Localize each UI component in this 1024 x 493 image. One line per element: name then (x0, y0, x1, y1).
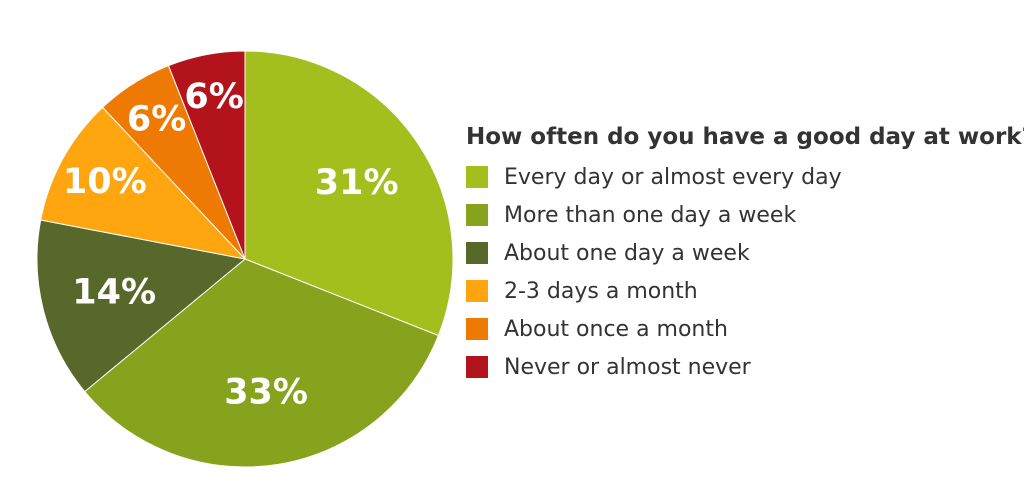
pie-slice-label-2: 33% (224, 372, 308, 412)
pie-slice-1 (244, 50, 454, 337)
legend-title: How often do you have a good day at work… (466, 124, 1024, 150)
legend-item-3: About one day a week (466, 234, 1014, 272)
pie-slice-2 (84, 258, 440, 468)
pie-slice-4 (40, 106, 247, 260)
legend-label: 2-3 days a month (504, 278, 698, 304)
legend-swatch (466, 318, 488, 340)
legend-swatch (466, 242, 488, 264)
legend-swatch (466, 204, 488, 226)
legend: How often do you have a good day at work… (466, 120, 1024, 386)
pie-slice-label-5: 6% (127, 100, 186, 140)
legend-swatch (466, 356, 488, 378)
pie-slice-label-4: 10% (63, 162, 147, 202)
legend-label: About one day a week (504, 240, 750, 266)
legend-swatch (466, 280, 488, 302)
legend-item-5: About once a month (466, 310, 1014, 348)
legend-item-1: Every day or almost every day (466, 158, 1014, 196)
legend-label: More than one day a week (504, 202, 797, 228)
legend-swatch (466, 166, 488, 188)
legend-label: About once a month (504, 316, 728, 342)
pie-slice-label-3: 14% (72, 273, 156, 313)
legend-item-2: More than one day a week (466, 196, 1014, 234)
pie-slice-3 (36, 219, 247, 393)
legend-label: Every day or almost every day (504, 164, 842, 190)
legend-label: Never or almost never (504, 354, 751, 380)
legend-item-4: 2-3 days a month (466, 272, 1014, 310)
legend-items: Every day or almost every day More than o… (466, 158, 1014, 386)
legend-item-6: Never or almost never (466, 348, 1014, 386)
pie-slice-labels: 31% 33% 14% 10% 6%6% (63, 77, 399, 412)
pie-slice-label-6: 6% (184, 77, 243, 117)
pie-slice-6 (167, 50, 246, 260)
pie-slice-label-1: 31% (315, 163, 399, 203)
pie-slices (36, 50, 454, 468)
